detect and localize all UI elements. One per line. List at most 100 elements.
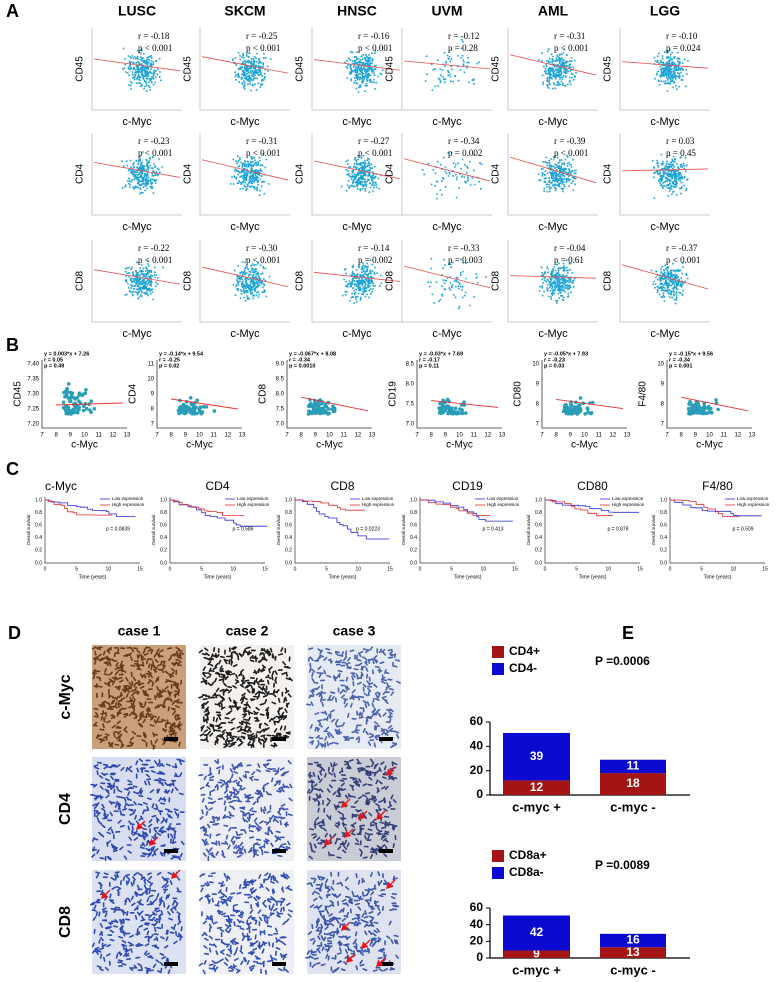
panel-label: E [622,623,634,643]
x-tick-label: 9 [444,433,448,439]
r-value: r = -0.30 [246,243,278,253]
scatter-point [454,411,459,416]
scatter-point [569,403,573,407]
x-tick-label: 11 [211,433,218,439]
scatter-point [66,396,71,400]
legend-label: High expression [112,502,145,507]
plot-title: c-Myc [45,479,77,493]
cell-nuclei [305,871,400,974]
x-label: c-Myc [446,440,473,451]
legend-label: CD8a+ [509,848,547,862]
x-label: c-Myc [230,221,260,233]
plot-title: CD4 [205,479,229,493]
panel-label: C [6,459,19,479]
y-tick-label: 1.0 [410,497,417,503]
y-tick-label: 7.5 [276,407,285,413]
scatter-cloud [421,151,483,200]
scale-bar [379,737,393,741]
x-label: Time (years) [329,574,357,580]
r-value: r = -0.22 [138,243,169,253]
legend-label: High expression [612,502,645,507]
scatter-point [195,398,200,403]
y-tick-label: 8.0 [406,382,415,388]
y-label: CD45 [13,381,24,407]
column-header: LUSC [118,3,156,19]
y-tick-label: 7.0 [276,422,285,428]
y-tick-label: 0.0 [35,560,42,566]
micrograph [92,757,186,861]
x-label: c-Myc [432,328,462,340]
r-value: r = -0.18 [138,31,170,41]
equation: y = -0.15*x + 9.56 [669,351,713,357]
x-tick-label: 5 [325,566,328,572]
x-tick-label: 0 [169,566,172,572]
y-tick-label: 0.2 [285,548,292,554]
y-tick-label: 9 [661,382,665,388]
case-header: case 2 [226,623,269,639]
axis [544,497,640,564]
y-tick-label: 8.5 [276,377,285,383]
p-value: p < 0.001 [138,148,172,158]
legend-label: CD4+ [509,644,540,658]
legend-swatch [492,646,504,658]
r-value: r = -0.33 [448,243,480,253]
plot-title: CD19 [452,479,483,493]
y-label: CD8 [258,384,269,404]
scatter-point [330,407,335,412]
bar-value-label: 39 [530,749,544,763]
y-label: CD45 [491,56,502,82]
r-value: r = 0.05 [44,357,63,363]
bar-segment [600,947,666,958]
r-value: r = -0.34 [289,357,311,363]
y-tick-label: 7.20 [27,422,39,428]
x-tick-label: c-myc + [512,962,561,977]
regression-line [430,400,499,408]
p-value: p < 0.001 [246,148,280,158]
x-tick-label: 7 [40,433,44,439]
survival-curve-low [545,499,639,513]
x-tick-label: 11 [341,433,348,439]
y-tick-label: 9 [536,382,540,388]
x-tick-label: 15 [637,566,643,572]
scatter-point [564,407,568,412]
bar-value-label: 16 [626,933,640,947]
scatter-point [314,403,318,407]
y-tick-label: 0.0 [535,560,542,566]
x-tick-label: 8 [169,433,173,439]
axis [91,240,182,323]
x-tick-label: 8 [429,433,433,439]
scatter-point [701,411,706,416]
scatter-point [323,402,328,407]
panel-label: D [8,623,21,643]
y-tick-label: 0.0 [410,560,417,566]
scatter-point [181,402,186,407]
cell-nuclei [198,872,293,975]
r-value: r = -0.12 [448,31,479,41]
scatter-point [716,407,720,412]
scale-bar [379,962,393,966]
scatter-point [71,407,75,412]
x-tick-label: 10 [456,433,463,439]
x-label: c-Myc [230,116,260,128]
bar-segment [600,773,666,795]
x-label: c-Myc [432,116,462,128]
y-tick-label: 20 [470,763,484,777]
y-label: CD4 [183,164,194,184]
legend-label: CD4- [509,661,537,675]
row-label: c-Myc [57,674,74,719]
equation: y = -0.05*x + 7.93 [544,351,588,357]
x-label: c-Myc [71,440,98,451]
scatter-point [585,406,590,410]
x-tick-label: 0 [419,566,422,572]
y-tick-label: 0.6 [160,523,167,529]
x-tick-label: c-myc - [610,799,656,814]
scale-bar [272,737,286,741]
x-tick-label: 10 [581,433,588,439]
p-value: p < 0.001 [246,43,280,53]
scatter-point [85,406,89,411]
scatter-point [204,405,209,409]
x-tick-label: 9 [314,433,318,439]
arrow [345,953,356,964]
scatter-cloud [121,151,163,195]
y-label: Overall survival [151,515,156,546]
